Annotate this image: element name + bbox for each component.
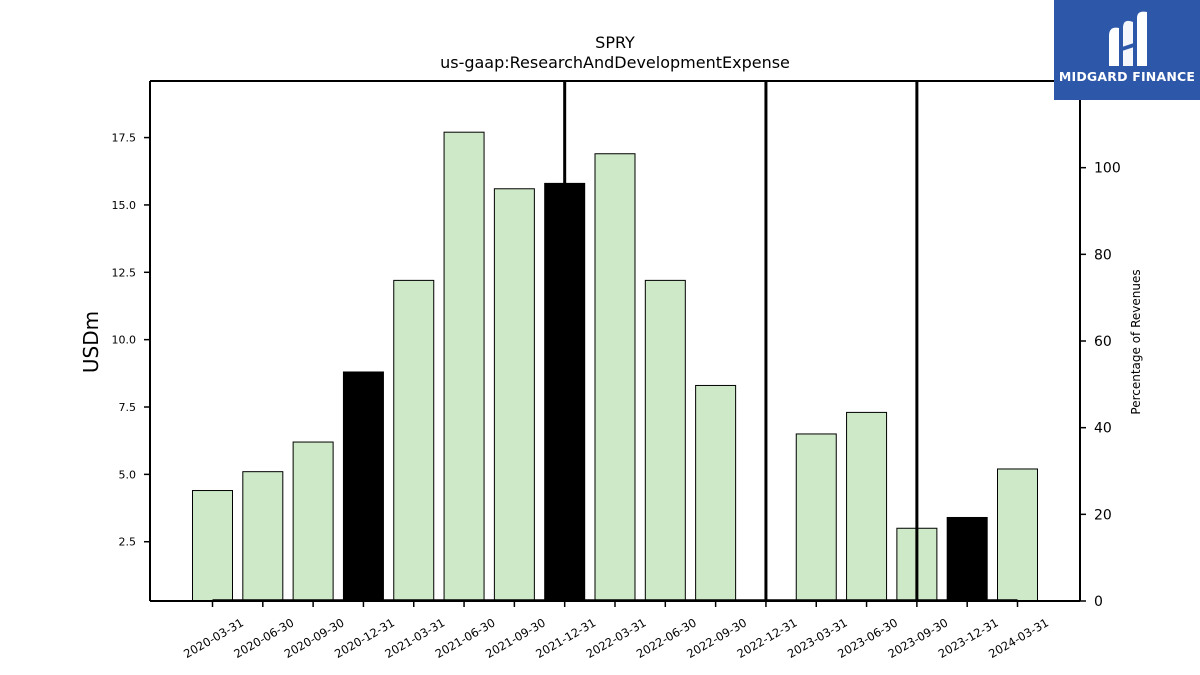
y-right-tick-label: 60 (1094, 334, 1112, 350)
bar (342, 371, 384, 602)
y-tick-label: 5.0 (119, 468, 137, 481)
y-tick-label: 7.5 (119, 401, 137, 414)
bar (192, 490, 233, 602)
bar (946, 516, 988, 602)
y-right-tick-label: 20 (1094, 507, 1112, 523)
chart-title: SPRY (595, 33, 635, 52)
y-tick-label: 2.5 (119, 536, 137, 549)
bar (393, 279, 435, 602)
bar (594, 153, 636, 602)
chart-subtitle: us-gaap:ResearchAndDevelopmentExpense (440, 53, 790, 72)
bar (997, 468, 1038, 602)
y-tick-label: 10.0 (112, 334, 137, 347)
midgard-logo-icon (1109, 11, 1147, 67)
y-axis-label: USDm (79, 311, 103, 373)
bar (795, 433, 837, 602)
bar (242, 471, 284, 602)
y-right-tick-label: 100 (1094, 161, 1121, 177)
bar (846, 411, 888, 602)
y-tick-label: 12.5 (112, 266, 137, 279)
y-axis-right-label: Percentage of Revenues (1129, 269, 1143, 414)
y-right-tick-label: 0 (1094, 594, 1103, 610)
logo-text: MIDGARD FINANCE (1058, 69, 1196, 84)
bar (292, 441, 334, 602)
bar (695, 384, 737, 602)
y-tick-label: 15.0 (112, 199, 137, 212)
midgard-finance-logo: MIDGARD FINANCE (1054, 0, 1200, 100)
y-right-tick-label: 80 (1094, 247, 1112, 263)
bar (644, 279, 686, 602)
bar (493, 188, 535, 602)
bar (443, 131, 485, 602)
y-right-tick-label: 40 (1094, 421, 1112, 437)
y-tick-label: 17.5 (112, 132, 137, 145)
